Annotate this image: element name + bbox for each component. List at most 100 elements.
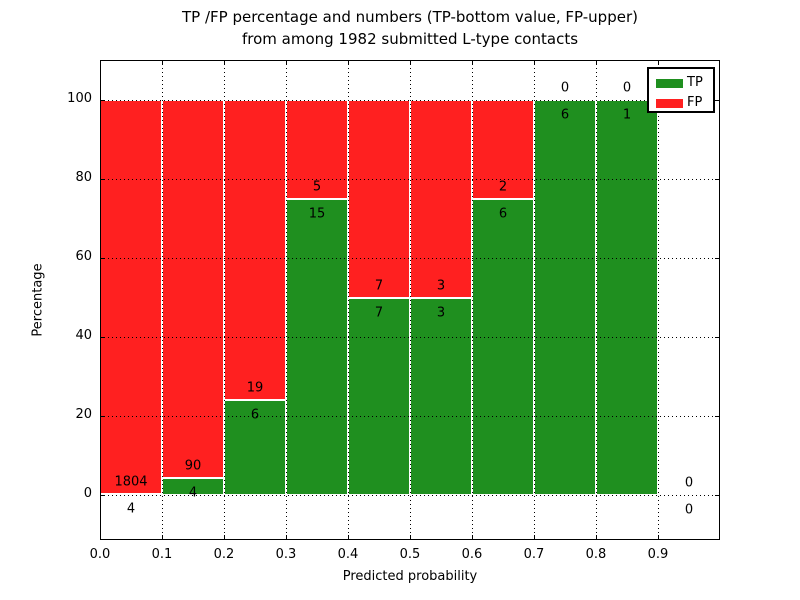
x-tick	[595, 60, 597, 65]
y-tick	[100, 257, 105, 259]
x-tick-label: 0.6	[461, 547, 483, 562]
x-gridline	[595, 60, 597, 540]
tp-count-label: 6	[560, 107, 570, 123]
x-tick	[657, 60, 659, 65]
y-tick	[100, 99, 105, 101]
x-gridline	[223, 60, 225, 540]
fp-count-label: 0	[684, 475, 694, 491]
x-tick	[471, 60, 473, 65]
x-tick	[595, 535, 597, 540]
chart-title-line1: TP /FP percentage and numbers (TP-bottom…	[182, 8, 638, 26]
fp-count-label: 0	[622, 80, 632, 96]
x-tick-label: 0.5	[399, 547, 421, 562]
fp-count-label: 5	[312, 179, 322, 195]
y-tick	[100, 494, 105, 496]
x-tick	[285, 60, 287, 65]
fp-color-swatch-icon	[656, 99, 683, 108]
tp-color-swatch-icon	[656, 79, 683, 88]
bar-segment-tp	[410, 297, 472, 495]
x-tick	[347, 535, 349, 540]
tp-count-label: 15	[308, 206, 326, 222]
tp-count-label: 7	[374, 305, 384, 320]
x-gridline	[657, 60, 659, 540]
y-tick	[715, 99, 720, 101]
legend-label-tp: TP	[687, 75, 703, 90]
tp-count-label: 4	[126, 501, 136, 517]
y-tick-label: 0	[83, 486, 92, 501]
fp-count-label: 90	[184, 458, 202, 474]
legend: TP FP	[647, 67, 715, 113]
tp-count-label: 0	[684, 502, 694, 518]
x-tick-label: 0.9	[647, 547, 669, 562]
y-tick	[715, 494, 720, 496]
x-tick-label: 0.7	[523, 547, 545, 562]
fp-count-label: 2	[498, 179, 508, 195]
tp-count-label: 6	[250, 407, 260, 423]
bar-segment-fp	[348, 100, 410, 298]
x-tick	[161, 60, 163, 65]
x-tick	[223, 535, 225, 540]
y-tick-label: 100	[67, 91, 92, 106]
x-tick	[471, 535, 473, 540]
x-tick	[99, 535, 101, 540]
x-tick	[285, 535, 287, 540]
x-tick-label: 0.1	[151, 547, 173, 562]
x-tick	[223, 60, 225, 65]
x-gridline	[409, 60, 411, 540]
bar-segment-fp	[224, 100, 286, 401]
y-tick-label: 20	[75, 407, 92, 422]
x-gridline	[533, 60, 535, 540]
legend-entry-tp: TP	[649, 76, 713, 90]
x-tick	[409, 60, 411, 65]
x-tick	[533, 60, 535, 65]
x-axis-label: Predicted probability	[342, 569, 478, 584]
x-gridline	[161, 60, 163, 540]
x-tick	[347, 60, 349, 65]
chart-title: TP /FP percentage and numbers (TP-bottom…	[100, 6, 720, 50]
bar-segment-fp	[100, 100, 162, 495]
legend-label-fp: FP	[687, 95, 703, 110]
y-tick	[100, 415, 105, 417]
tp-count-label: 3	[436, 305, 446, 320]
chart-title-line2: from among 1982 submitted L-type contact…	[241, 30, 579, 48]
y-tick	[715, 336, 720, 338]
fp-count-label: 0	[560, 80, 570, 96]
x-tick	[409, 535, 411, 540]
tp-count-label: 1	[622, 107, 632, 123]
x-gridline	[285, 60, 287, 540]
x-tick-label: 0.4	[337, 547, 359, 562]
bar-segment-fp	[410, 100, 472, 298]
x-gridline	[347, 60, 349, 540]
bar-segment-tp	[286, 198, 348, 495]
bar-segment-fp	[162, 100, 224, 479]
x-gridline	[471, 60, 473, 540]
x-tick	[161, 535, 163, 540]
y-tick	[100, 178, 105, 180]
bar-segment-tp	[472, 198, 534, 495]
y-tick	[715, 257, 720, 259]
fp-count-label: 19	[246, 380, 264, 396]
tp-count-label: 4	[188, 485, 198, 501]
bar-segment-tp	[348, 297, 410, 495]
y-axis-label: Percentage	[30, 263, 46, 337]
x-tick-label: 0.3	[275, 547, 297, 562]
tp-count-label: 6	[498, 206, 508, 222]
x-tick	[657, 535, 659, 540]
y-tick	[100, 336, 105, 338]
y-tick-label: 40	[75, 328, 92, 343]
x-tick	[99, 60, 101, 65]
y-tick-label: 60	[75, 249, 92, 264]
x-tick-label: 0.2	[213, 547, 235, 562]
x-tick-label: 0.8	[585, 547, 607, 562]
fp-count-label: 1804	[114, 474, 148, 490]
bar-segment-tp	[534, 100, 596, 495]
bar-segment-tp	[596, 100, 658, 495]
legend-entry-fp: FP	[649, 96, 713, 110]
y-tick	[715, 415, 720, 417]
y-tick	[715, 178, 720, 180]
x-tick-label: 0.0	[89, 547, 111, 562]
y-tick-label: 80	[75, 170, 92, 185]
fp-count-label: 3	[436, 278, 446, 293]
x-tick	[533, 535, 535, 540]
